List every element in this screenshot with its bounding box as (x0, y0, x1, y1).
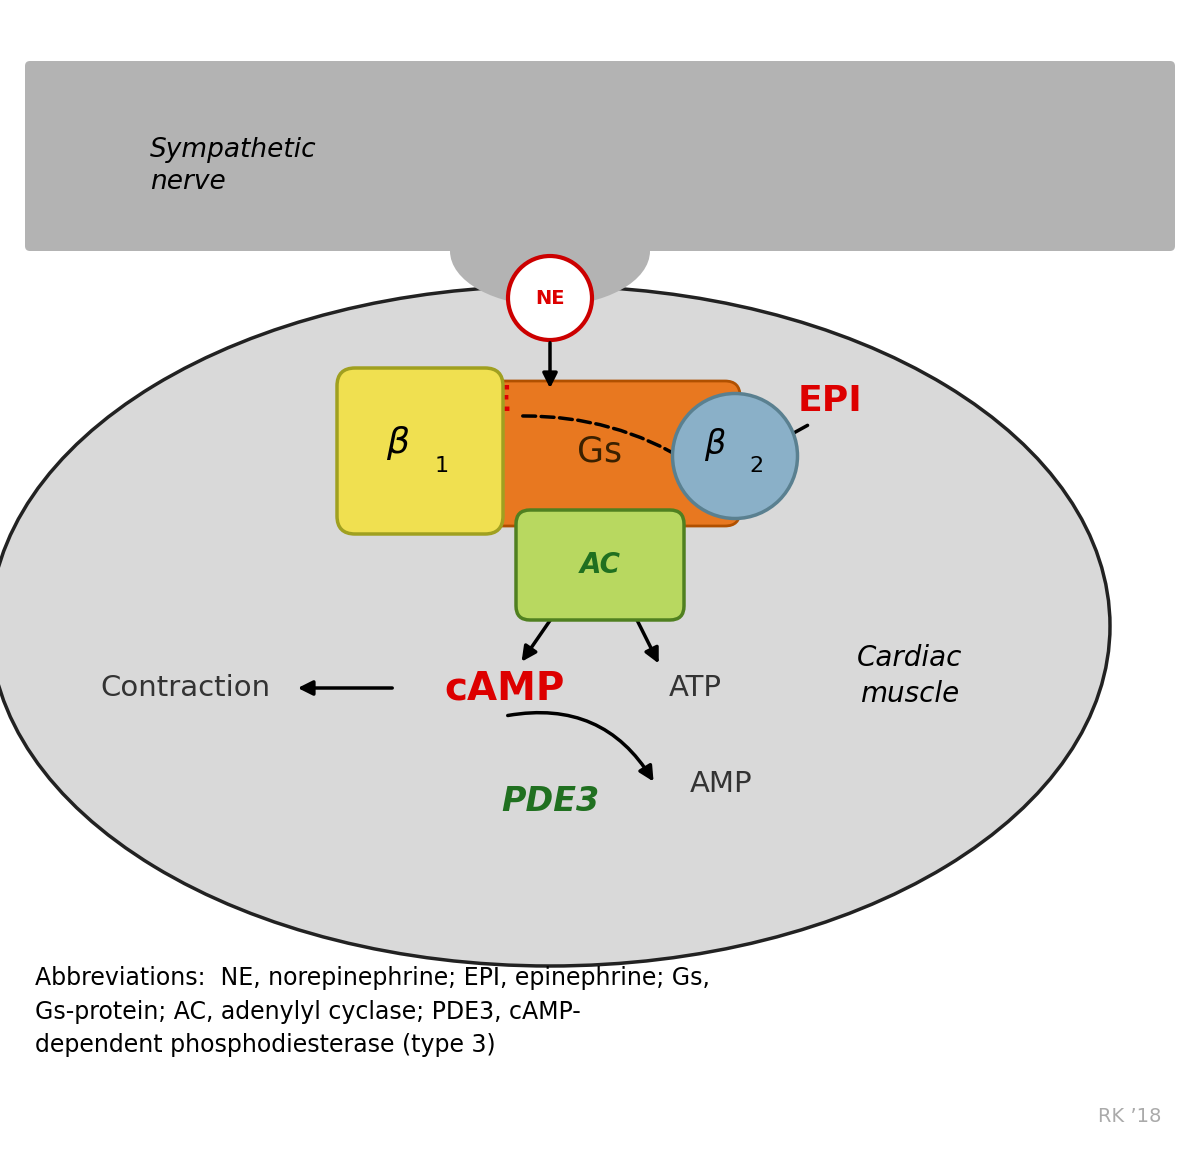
Circle shape (508, 256, 592, 340)
Text: Abbreviations:  NE, norepinephrine; EPI, epinephrine; Gs,
Gs-protein; AC, adenyl: Abbreviations: NE, norepinephrine; EPI, … (35, 965, 710, 1057)
Text: AMP: AMP (690, 770, 752, 799)
Ellipse shape (0, 286, 1110, 965)
Text: $\beta$: $\beta$ (704, 426, 726, 462)
FancyBboxPatch shape (516, 510, 684, 620)
FancyBboxPatch shape (337, 368, 503, 534)
Text: cAMP: cAMP (445, 669, 565, 707)
Ellipse shape (672, 394, 798, 519)
Text: NE: NE (457, 385, 512, 417)
Text: 2: 2 (749, 456, 763, 476)
Text: Cardiac
muscle: Cardiac muscle (857, 644, 962, 708)
Text: ATP: ATP (668, 674, 721, 702)
Text: Contraction: Contraction (100, 674, 270, 702)
Text: Gs: Gs (577, 434, 623, 468)
Text: $\beta$: $\beta$ (386, 425, 410, 462)
FancyBboxPatch shape (25, 61, 1175, 250)
Text: RK ’18: RK ’18 (1098, 1107, 1162, 1125)
Text: NE: NE (535, 288, 565, 307)
FancyBboxPatch shape (460, 381, 740, 526)
Ellipse shape (450, 196, 650, 306)
Text: EPI: EPI (798, 385, 863, 417)
Text: Sympathetic
nerve: Sympathetic nerve (150, 136, 317, 195)
Text: AC: AC (580, 552, 620, 579)
Text: PDE3: PDE3 (500, 784, 599, 817)
Text: 1: 1 (434, 456, 449, 476)
